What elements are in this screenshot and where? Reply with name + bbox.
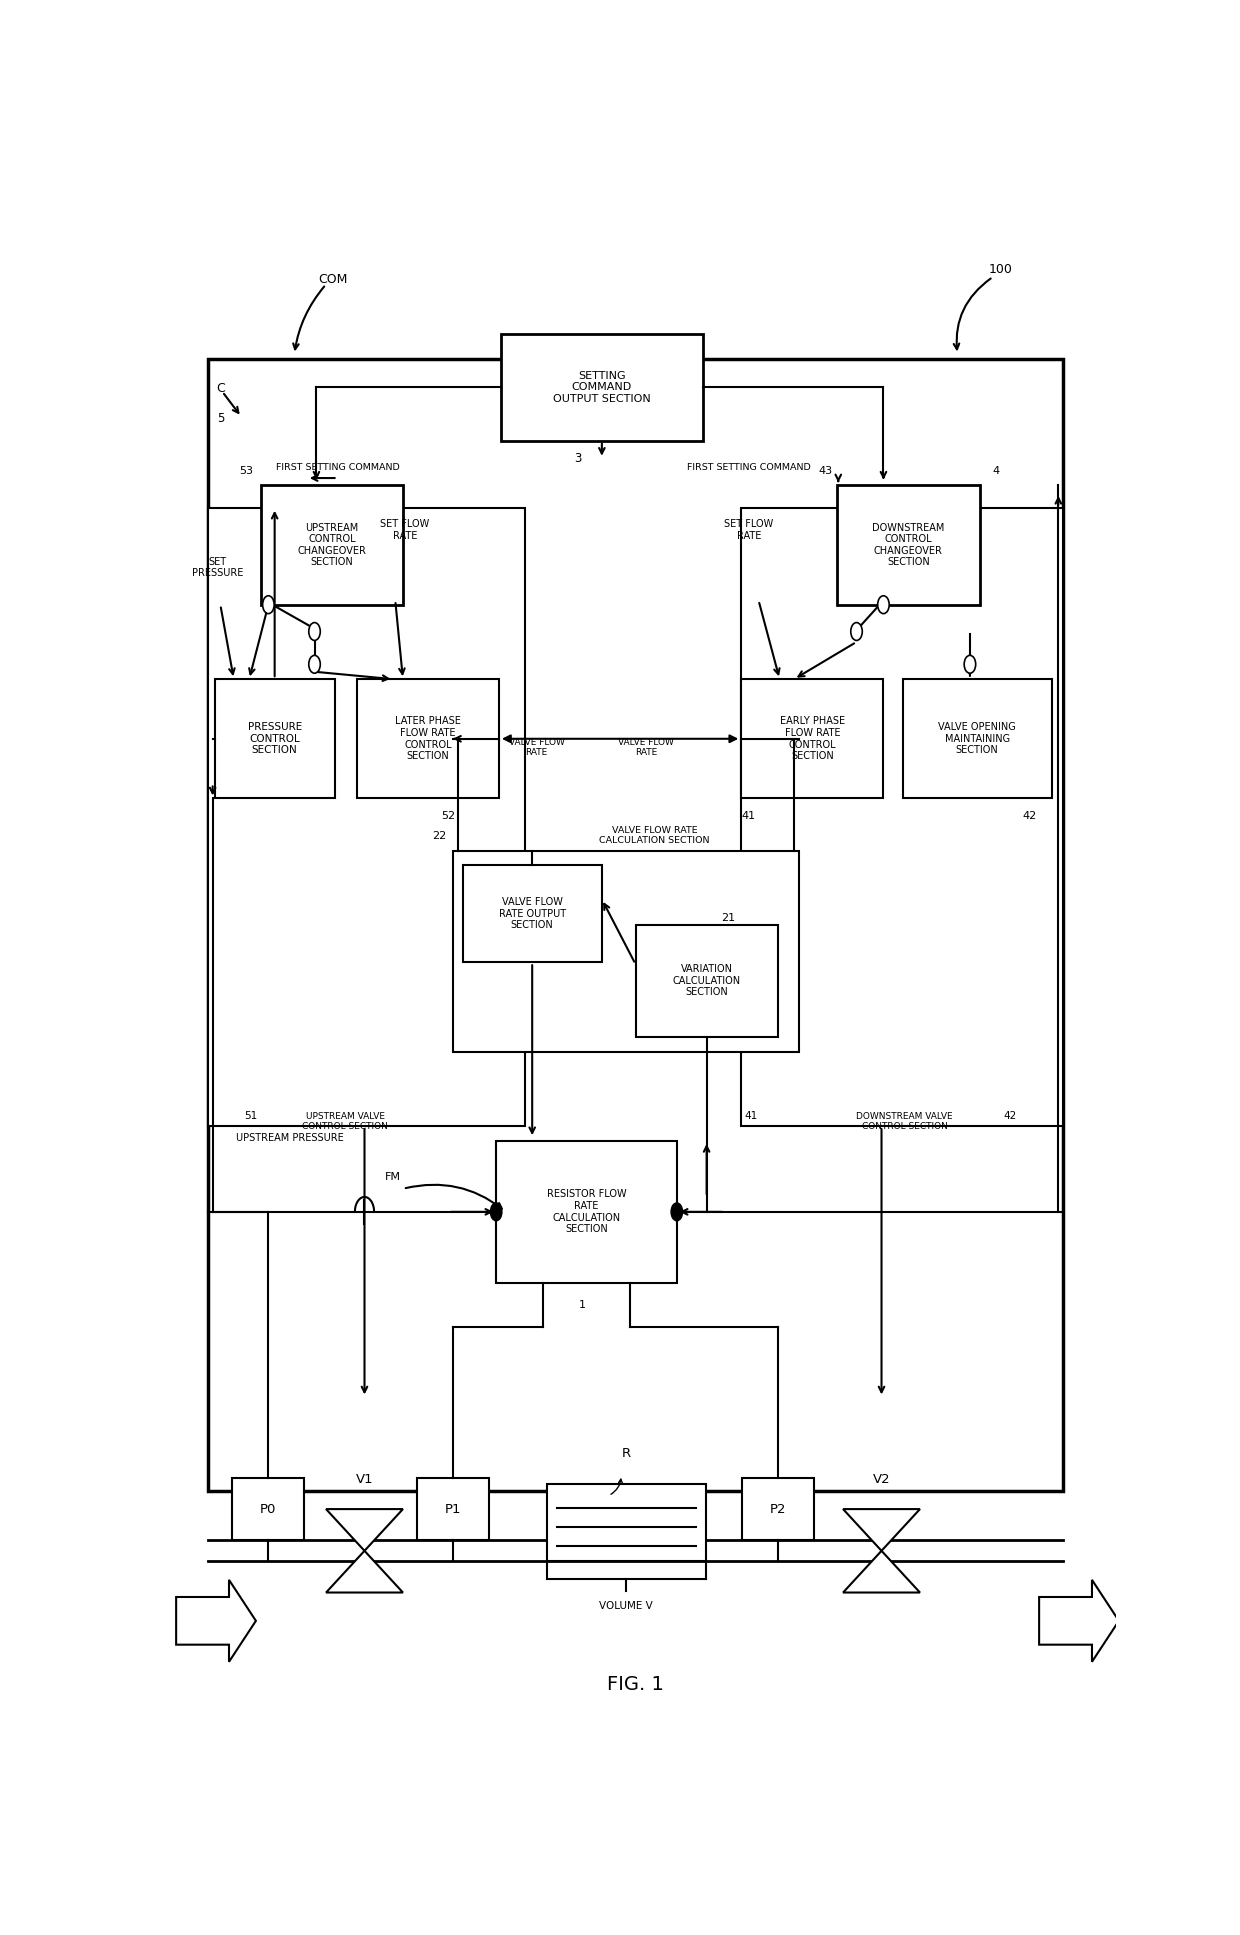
Circle shape [490, 1204, 502, 1221]
Text: C: C [216, 381, 224, 395]
Polygon shape [843, 1509, 920, 1550]
Text: 52: 52 [441, 811, 455, 820]
Text: V2: V2 [873, 1473, 890, 1486]
Text: 1: 1 [579, 1300, 587, 1310]
Text: EARLY PHASE
FLOW RATE
CONTROL
SECTION: EARLY PHASE FLOW RATE CONTROL SECTION [780, 716, 844, 760]
Text: FIG. 1: FIG. 1 [608, 1676, 663, 1695]
Text: VALVE FLOW
RATE: VALVE FLOW RATE [508, 737, 564, 757]
Text: RESISTOR FLOW
RATE
CALCULATION
SECTION: RESISTOR FLOW RATE CALCULATION SECTION [547, 1190, 626, 1235]
FancyBboxPatch shape [463, 865, 601, 962]
Text: COM: COM [319, 273, 347, 286]
Text: VALVE FLOW
RATE: VALVE FLOW RATE [618, 737, 675, 757]
Polygon shape [326, 1550, 403, 1593]
Circle shape [965, 656, 976, 673]
Text: SETTING
COMMAND
OUTPUT SECTION: SETTING COMMAND OUTPUT SECTION [553, 372, 651, 404]
Circle shape [309, 656, 320, 673]
Text: VALVE FLOW RATE
CALCULATION SECTION: VALVE FLOW RATE CALCULATION SECTION [599, 826, 711, 846]
Text: SET
PRESSURE: SET PRESSURE [192, 557, 243, 579]
Text: 3: 3 [574, 453, 582, 464]
Text: 41: 41 [742, 811, 756, 820]
FancyBboxPatch shape [742, 1478, 813, 1540]
Text: 41: 41 [744, 1111, 758, 1120]
FancyBboxPatch shape [260, 486, 403, 606]
Text: VARIATION
CALCULATION
SECTION: VARIATION CALCULATION SECTION [672, 964, 740, 998]
FancyBboxPatch shape [635, 925, 777, 1037]
Text: 43: 43 [818, 466, 833, 476]
FancyBboxPatch shape [453, 851, 799, 1051]
FancyBboxPatch shape [742, 507, 1063, 1126]
Text: 42: 42 [1023, 811, 1037, 820]
Text: FIRST SETTING COMMAND: FIRST SETTING COMMAND [687, 462, 811, 472]
FancyBboxPatch shape [215, 679, 335, 799]
FancyBboxPatch shape [547, 1484, 706, 1562]
Text: P2: P2 [770, 1503, 786, 1515]
Circle shape [878, 596, 889, 613]
FancyBboxPatch shape [208, 507, 525, 1126]
FancyBboxPatch shape [837, 486, 980, 606]
Text: UPSTREAM PRESSURE: UPSTREAM PRESSURE [236, 1134, 343, 1144]
FancyBboxPatch shape [742, 679, 883, 799]
Text: VALVE OPENING
MAINTAINING
SECTION: VALVE OPENING MAINTAINING SECTION [939, 722, 1016, 755]
FancyBboxPatch shape [208, 358, 1063, 1492]
Polygon shape [843, 1550, 920, 1593]
Circle shape [263, 596, 274, 613]
Text: 42: 42 [1003, 1111, 1017, 1120]
Text: FM: FM [386, 1173, 402, 1182]
Circle shape [309, 623, 320, 640]
Text: VOLUME V: VOLUME V [599, 1600, 653, 1612]
Text: UPSTREAM VALVE
CONTROL SECTION: UPSTREAM VALVE CONTROL SECTION [303, 1113, 388, 1132]
FancyBboxPatch shape [232, 1478, 305, 1540]
FancyArrow shape [176, 1579, 255, 1662]
Text: VALVE FLOW
RATE OUTPUT
SECTION: VALVE FLOW RATE OUTPUT SECTION [498, 898, 565, 931]
Text: 51: 51 [244, 1111, 258, 1120]
Text: DOWNSTREAM
CONTROL
CHANGEOVER
SECTION: DOWNSTREAM CONTROL CHANGEOVER SECTION [872, 522, 945, 567]
Text: PRESSURE
CONTROL
SECTION: PRESSURE CONTROL SECTION [248, 722, 301, 755]
Text: 21: 21 [720, 913, 735, 923]
Text: P0: P0 [260, 1503, 277, 1515]
Text: 100: 100 [988, 263, 1013, 277]
FancyBboxPatch shape [496, 1142, 677, 1283]
Circle shape [851, 623, 862, 640]
Text: UPSTREAM
CONTROL
CHANGEOVER
SECTION: UPSTREAM CONTROL CHANGEOVER SECTION [298, 522, 366, 567]
Text: DOWNSTREAM VALVE
CONTROL SECTION: DOWNSTREAM VALVE CONTROL SECTION [857, 1113, 952, 1132]
Text: 5: 5 [217, 412, 224, 426]
Text: R: R [621, 1447, 630, 1461]
Text: P1: P1 [445, 1503, 461, 1515]
Text: 53: 53 [239, 466, 253, 476]
Text: 22: 22 [433, 830, 446, 840]
FancyArrow shape [1039, 1579, 1118, 1662]
Text: 4: 4 [992, 466, 999, 476]
Text: FIRST SETTING COMMAND: FIRST SETTING COMMAND [275, 462, 399, 472]
FancyBboxPatch shape [357, 679, 498, 799]
Polygon shape [326, 1509, 403, 1550]
Text: SET FLOW
RATE: SET FLOW RATE [381, 519, 429, 542]
Text: V1: V1 [356, 1473, 373, 1486]
FancyBboxPatch shape [417, 1478, 489, 1540]
Circle shape [671, 1204, 682, 1221]
Text: SET FLOW
RATE: SET FLOW RATE [724, 519, 774, 542]
Text: LATER PHASE
FLOW RATE
CONTROL
SECTION: LATER PHASE FLOW RATE CONTROL SECTION [396, 716, 461, 760]
FancyBboxPatch shape [501, 333, 703, 441]
FancyBboxPatch shape [903, 679, 1052, 799]
